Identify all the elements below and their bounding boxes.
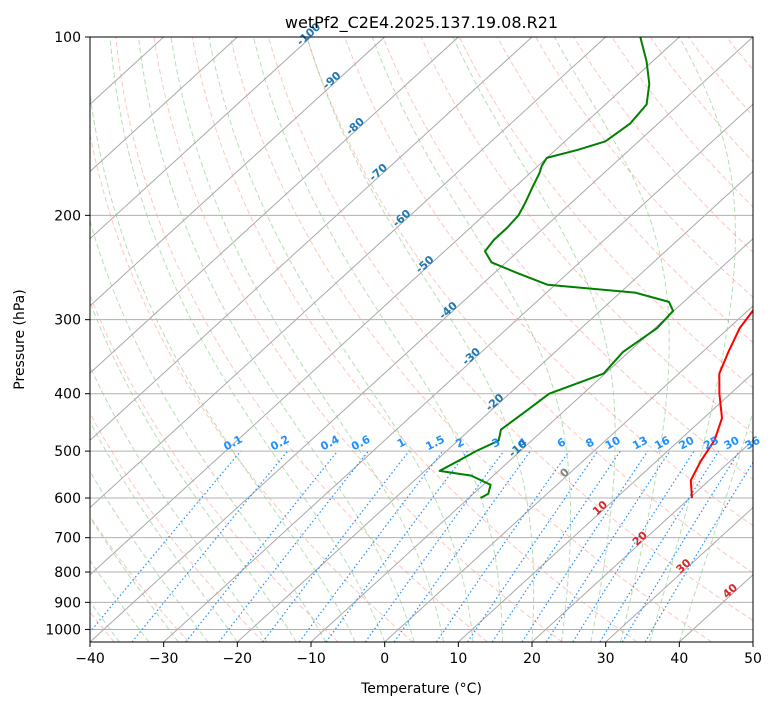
moist-adiabat — [90, 300, 297, 642]
mixing-ratio-label: 16 — [652, 434, 672, 453]
dry-adiabat — [90, 131, 414, 642]
moist-adiabat — [90, 219, 327, 642]
x-tick-label: 30 — [597, 651, 615, 667]
dry-adiabat — [382, 37, 753, 481]
moist-adiabat — [90, 470, 209, 642]
mixing-ratio-line — [644, 461, 753, 642]
dry-adiabat — [649, 37, 753, 163]
y-tick-label: 900 — [54, 595, 81, 611]
y-tick-label: 500 — [54, 444, 81, 460]
mixing-ratio-line — [599, 450, 720, 642]
moist-adiabat — [553, 37, 670, 642]
mixing-ratio-label: 25 — [701, 434, 721, 453]
isotherm-line — [90, 37, 533, 442]
isotherm-line — [236, 170, 753, 642]
moist-adiabat — [208, 37, 474, 642]
mixing-ratio-line — [572, 450, 695, 642]
dry-adiabat — [90, 293, 339, 642]
moist-adiabat — [371, 37, 572, 642]
isotherm-line — [90, 37, 459, 374]
y-axis-label: Pressure (hPa) — [12, 289, 28, 389]
mixing-ratio-line — [218, 450, 369, 642]
isotherm-line — [605, 506, 753, 642]
mixing-ratio-line — [262, 450, 410, 642]
moist-adiabat — [90, 420, 238, 642]
moist-adiabat — [452, 37, 616, 642]
mixing-ratio-line — [90, 450, 242, 634]
moist-adiabat — [90, 516, 179, 642]
isotherm-line — [531, 439, 753, 642]
isotherm-line — [90, 37, 607, 509]
x-axis-label: Temperature (°C) — [360, 681, 482, 697]
x-tick-label: −30 — [149, 651, 179, 667]
mixing-ratio-line — [393, 450, 531, 642]
isotherm-line — [90, 37, 238, 173]
isotherm-line — [384, 305, 753, 642]
isotherm-line — [90, 37, 753, 642]
isotherm-line — [163, 103, 753, 642]
dry-adiabat — [229, 37, 712, 642]
temperature-profile — [689, 308, 753, 499]
y-tick-label: 300 — [54, 313, 81, 329]
mixing-ratio-line — [185, 450, 339, 642]
isotherm-line — [90, 37, 386, 307]
y-tick-label: 800 — [54, 565, 81, 581]
dry-adiabat — [90, 515, 190, 642]
y-tick-label: 700 — [54, 531, 81, 547]
moist-adiabat — [90, 365, 268, 642]
y-tick-label: 200 — [54, 208, 81, 224]
data-lines — [438, 37, 753, 499]
moist-adiabat — [306, 37, 535, 642]
dry-adiabat — [191, 37, 638, 642]
moist-adiabat — [253, 37, 503, 642]
mixing-ratio-line — [364, 450, 505, 642]
dry-adiabat — [268, 37, 753, 622]
plot-frame — [89, 36, 754, 643]
mixing-ratio-label: 20 — [677, 434, 697, 453]
y-tick-label: 400 — [54, 387, 81, 403]
dry-adiabat — [115, 37, 488, 642]
mixing-ratio-label: 10 — [603, 434, 623, 453]
x-tick-label: 20 — [523, 651, 541, 667]
x-tick-label: −40 — [75, 651, 105, 667]
dry-adiabat — [306, 37, 753, 574]
moist-adiabat — [109, 37, 386, 642]
mixing-ratio-line — [545, 450, 671, 642]
moist-adiabat — [678, 410, 753, 642]
x-tick-label: 50 — [744, 651, 762, 667]
mixing-ratio-line — [467, 450, 599, 642]
dry-adiabat — [611, 37, 753, 208]
mixing-ratio-line — [131, 450, 289, 642]
x-tick-label: 10 — [449, 651, 467, 667]
isotherm-line — [90, 37, 312, 240]
chart-title: wetPf2_C2E4.2025.137.19.08.R21 — [285, 13, 558, 33]
moist-adiabat — [170, 37, 445, 642]
y-tick-label: 100 — [54, 30, 81, 46]
isotherm-line — [457, 372, 753, 642]
y-tick-label: 1000 — [45, 622, 81, 638]
mixing-ratio-line — [621, 450, 740, 642]
moist-adiabat — [90, 89, 356, 642]
mixing-ratio-label: 30 — [722, 434, 742, 453]
dry-adiabat — [496, 37, 753, 344]
axis-ticks: −40 −30 −20 −10 0 10 20 30 40 50 100 200 300 400 500 60… — [45, 30, 762, 667]
dewpoint-profile — [438, 37, 675, 499]
x-tick-label: −20 — [223, 651, 253, 667]
x-tick-label: 40 — [670, 651, 688, 667]
x-tick-label: 0 — [380, 651, 389, 667]
dry-adiabat — [458, 37, 753, 389]
background-lines — [90, 37, 753, 642]
x-tick-label: −10 — [296, 651, 326, 667]
moist-adiabat — [138, 37, 415, 642]
y-tick-label: 600 — [54, 491, 81, 507]
mixing-ratio-label: 13 — [630, 434, 650, 453]
moist-adiabat — [649, 37, 736, 642]
dry-adiabat — [344, 37, 753, 527]
isotherm-line — [90, 37, 680, 576]
dry-adiabat — [535, 37, 753, 298]
